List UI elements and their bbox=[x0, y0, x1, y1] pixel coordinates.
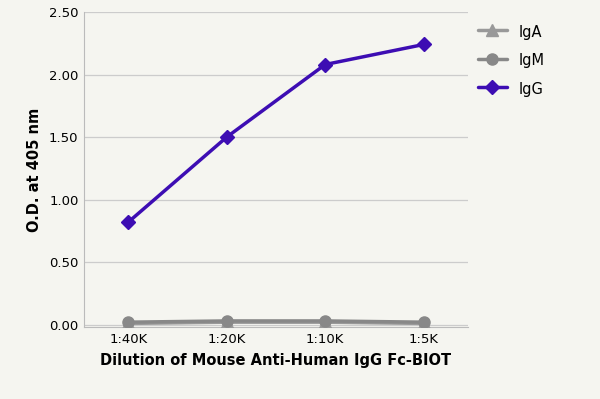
Line: IgG: IgG bbox=[124, 40, 428, 227]
Line: IgA: IgA bbox=[123, 317, 429, 329]
IgG bbox=[125, 220, 132, 225]
IgA bbox=[125, 321, 132, 326]
IgA bbox=[420, 321, 427, 326]
IgG bbox=[420, 42, 427, 47]
IgA bbox=[223, 320, 230, 324]
Y-axis label: O.D. at 405 nm: O.D. at 405 nm bbox=[27, 107, 42, 232]
IgM bbox=[322, 318, 329, 323]
IgG bbox=[322, 62, 329, 67]
Line: IgM: IgM bbox=[123, 315, 429, 328]
IgM bbox=[223, 318, 230, 323]
X-axis label: Dilution of Mouse Anti-Human IgG Fc-BIOT: Dilution of Mouse Anti-Human IgG Fc-BIOT bbox=[100, 353, 452, 368]
IgA bbox=[322, 320, 329, 324]
IgM bbox=[420, 320, 427, 324]
IgM bbox=[125, 320, 132, 324]
IgG bbox=[223, 134, 230, 139]
Legend: IgA, IgM, IgG: IgA, IgM, IgG bbox=[472, 18, 550, 103]
